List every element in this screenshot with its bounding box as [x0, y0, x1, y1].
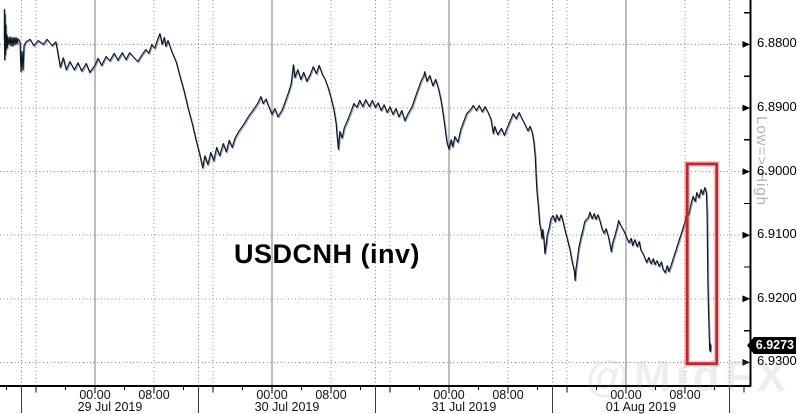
y-tick-arrow: [742, 168, 750, 175]
x-axis-date-label: 29 Jul 2019: [77, 400, 143, 414]
x-axis-time-label: 08:00: [138, 388, 170, 402]
y-tick-arrow: [742, 104, 750, 112]
highlight-box: [685, 162, 719, 366]
last-price-badge: 6.9273: [747, 337, 796, 354]
y-tick-arrow: [742, 359, 750, 366]
x-axis-time-label: 08:00: [492, 388, 524, 402]
y-tick-arrow: [742, 231, 750, 239]
low-high-axis-note: Low=> High: [753, 116, 770, 207]
y-axis-label: 6.9200: [757, 290, 797, 305]
x-axis-time-label: 00:00: [433, 388, 465, 402]
y-axis-label: 6.8800: [757, 35, 797, 50]
price-line: [3, 8, 712, 353]
y-axis-label: 6.8900: [757, 99, 797, 114]
watermark: @MidFX: [586, 352, 791, 401]
x-axis-time-label: 00:00: [79, 388, 111, 402]
x-axis-time-label: 08:00: [669, 388, 701, 402]
y-tick-arrow: [742, 41, 750, 48]
chart-title: USDCNH (inv): [234, 239, 420, 269]
x-axis-date-label: 01 Aug 2019: [605, 400, 677, 414]
x-axis-time-label: 00:00: [256, 388, 288, 402]
x-axis-time-label: 08:00: [315, 388, 347, 402]
y-tick-arrow: [742, 295, 750, 303]
y-axis-label: 6.9100: [757, 226, 797, 241]
y-axis-label: 6.9000: [757, 163, 797, 178]
x-axis-time-label: 00:00: [610, 388, 642, 402]
x-axis-date-label: 31 Jul 2019: [431, 400, 497, 414]
y-axis-label: 6.9300: [757, 353, 797, 368]
price-line-secondary: [4, 10, 713, 354]
x-axis-date-label: 30 Jul 2019: [254, 400, 320, 414]
